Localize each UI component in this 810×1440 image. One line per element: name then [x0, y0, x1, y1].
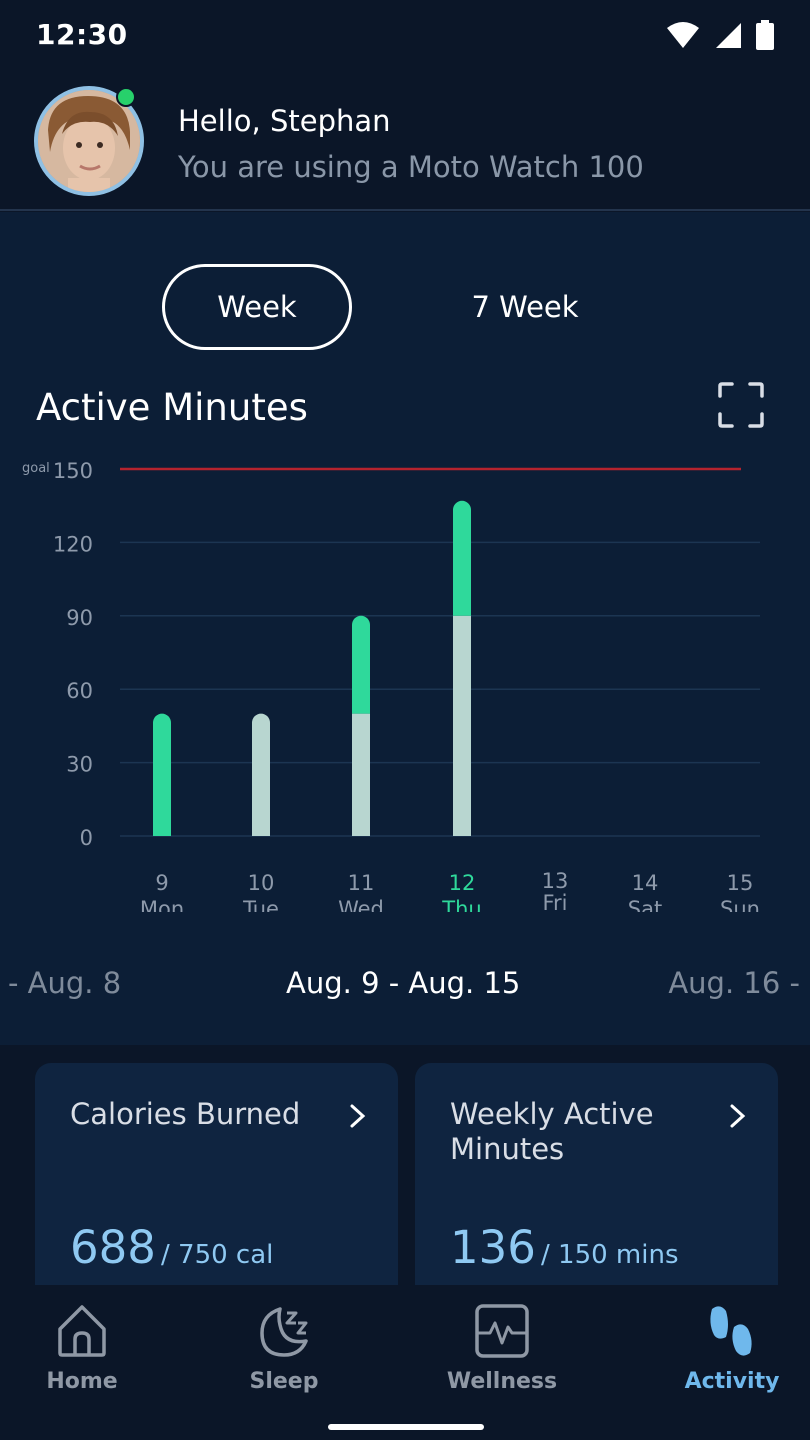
profile-header: Hello, Stephan You are using a Moto Watc…: [0, 70, 810, 211]
y-tick-label: 120: [53, 532, 93, 556]
x-day-name: Mon: [140, 897, 184, 912]
avatar[interactable]: [34, 86, 144, 196]
status-time: 12:30: [36, 18, 128, 51]
activity-chart-panel: Week 7 Week Active Minutes 0 30 60 90 120 150…: [0, 212, 810, 1045]
active-minutes-value: 136 / 150 mins: [450, 1221, 679, 1274]
x-day-name: Wed: [338, 897, 384, 912]
x-day-name: Thu: [441, 897, 481, 912]
chevron-right-icon: [350, 1104, 366, 1128]
x-day-name: Sat: [628, 897, 662, 912]
greeting-text: Hello, Stephan: [178, 104, 391, 138]
active-minutes-target: / 150 mins: [541, 1240, 679, 1270]
weekly-active-minutes-card[interactable]: Weekly Active Minutes 136 / 150 mins: [415, 1063, 778, 1303]
nav-sleep[interactable]: Sleep: [204, 1301, 364, 1394]
x-day-number: 11: [348, 871, 375, 895]
chart-title: Active Minutes: [36, 386, 308, 429]
x-day-name: Sun: [720, 897, 760, 912]
bar-base-tue: [252, 713, 270, 836]
previous-week-link[interactable]: - Aug. 8: [8, 966, 122, 1000]
signal-icon: [716, 23, 741, 48]
bar-base-wed: [352, 713, 370, 836]
device-text: You are using a Moto Watch 100: [178, 150, 644, 184]
card-title: Weekly Active Minutes: [450, 1097, 654, 1166]
current-date-range: Aug. 9 - Aug. 15: [286, 966, 521, 1000]
x-day-number: 12: [449, 871, 476, 895]
home-icon: [58, 1305, 106, 1357]
nav-label: Sleep: [249, 1369, 319, 1394]
online-status-dot: [116, 87, 136, 107]
wifi-icon: [667, 22, 699, 48]
x-day-number: 15: [727, 871, 754, 895]
y-tick-label: 60: [66, 679, 93, 703]
chevron-right-icon: [730, 1104, 746, 1128]
nav-label: Wellness: [446, 1369, 558, 1394]
x-day-number: 10: [248, 871, 275, 895]
nav-wellness[interactable]: Wellness: [422, 1301, 582, 1394]
bar-extra-wed: [352, 615, 370, 714]
battery-icon: [756, 20, 774, 50]
card-title: Calories Burned: [70, 1097, 301, 1131]
y-tick-label: 30: [66, 753, 93, 777]
bar-extra-mon: [153, 713, 171, 836]
status-icons: [666, 20, 774, 50]
x-day-number: 14: [632, 871, 659, 895]
wellness-pulse-icon: [475, 1304, 529, 1358]
calories-value: 688 / 750 cal: [70, 1221, 273, 1274]
nav-label: Home: [46, 1369, 118, 1394]
active-minutes-current: 136: [450, 1221, 536, 1274]
status-bar: 12:30: [0, 0, 810, 70]
footprints-icon: [710, 1306, 752, 1356]
summary-cards: Calories Burned 688 / 750 cal Weekly Act…: [0, 1045, 810, 1303]
nav-home[interactable]: Home: [2, 1301, 162, 1394]
home-indicator: [328, 1424, 484, 1430]
next-week-link[interactable]: Aug. 16 -: [668, 966, 800, 1000]
tab-7-week[interactable]: 7 Week: [471, 290, 579, 324]
x-day-number: 13: [542, 869, 569, 893]
x-day-number: 9: [155, 871, 168, 895]
expand-icon[interactable]: [718, 382, 764, 428]
calories-target: / 750 cal: [161, 1240, 274, 1270]
y-tick-label: 0: [80, 826, 93, 850]
goal-label: goal: [22, 461, 50, 476]
y-tick-label: 90: [66, 606, 93, 630]
y-tick-label: 150: [53, 459, 93, 483]
calories-current: 688: [70, 1221, 156, 1274]
x-day-name: Fri: [542, 891, 567, 912]
avatar-photo: [38, 90, 140, 192]
sleep-moon-icon: [260, 1307, 308, 1357]
nav-activity[interactable]: Activity: [652, 1301, 810, 1394]
tab-week[interactable]: Week: [162, 264, 352, 350]
bar-base-thu: [453, 615, 471, 836]
x-day-name: Tue: [242, 897, 279, 912]
calories-burned-card[interactable]: Calories Burned 688 / 750 cal: [35, 1063, 398, 1303]
nav-label: Activity: [684, 1369, 780, 1394]
bottom-navigation: Home Sleep Wellness Activity: [0, 1285, 810, 1440]
bar-extra-thu: [453, 500, 471, 616]
